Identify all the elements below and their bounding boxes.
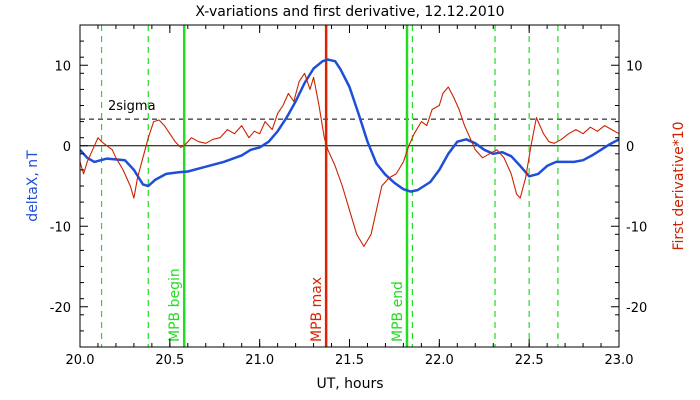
axis-ticks: 20.0 20.5 21.0 21.5 22.0 22.5 23.0 -20 -10 0 10 -20… — [50, 24, 647, 368]
vertical-line-label-2: MPB begin — [167, 268, 183, 342]
reference-label-two-sigma: 2sigma — [108, 99, 156, 114]
y-left-tick-label-3: 10 — [54, 59, 71, 74]
y-axis-left-label: deltaX, nT — [25, 150, 41, 222]
x-tick-label-3: 21.5 — [335, 353, 364, 368]
y-right-tick-label-0: -20 — [626, 301, 647, 316]
x-tick-label-6: 23.0 — [605, 353, 634, 368]
x-tick-label-2: 21.0 — [245, 353, 274, 368]
y-left-tick-label-0: -20 — [50, 301, 71, 316]
x-axis-label: UT, hours — [316, 376, 383, 392]
x-tick-label-5: 22.5 — [515, 353, 544, 368]
series-line-derivative — [80, 72, 619, 247]
y-right-tick-label-3: 10 — [626, 59, 643, 74]
vertical-line-label-4: MPB end — [390, 281, 406, 342]
x-tick-label-1: 20.5 — [155, 353, 184, 368]
plot-area: 2sigma MPB begin MPB max MPB end — [80, 25, 619, 347]
y-right-tick-label-1: -10 — [626, 220, 647, 235]
series-line-deltax — [80, 58, 619, 193]
y-left-tick-label-2: 0 — [63, 140, 71, 155]
y-left-tick-label-1: -10 — [50, 220, 71, 235]
plot-frame — [79, 24, 620, 348]
vertical-line-label-3: MPB max — [309, 277, 325, 342]
chart-title: X-variations and first derivative, 12.12… — [195, 4, 504, 20]
y-right-tick-label-2: 0 — [626, 140, 634, 155]
y-axis-right-label: First derivative*10 — [671, 121, 687, 250]
x-tick-label-4: 22.0 — [425, 353, 454, 368]
x-tick-label-0: 20.0 — [66, 353, 95, 368]
